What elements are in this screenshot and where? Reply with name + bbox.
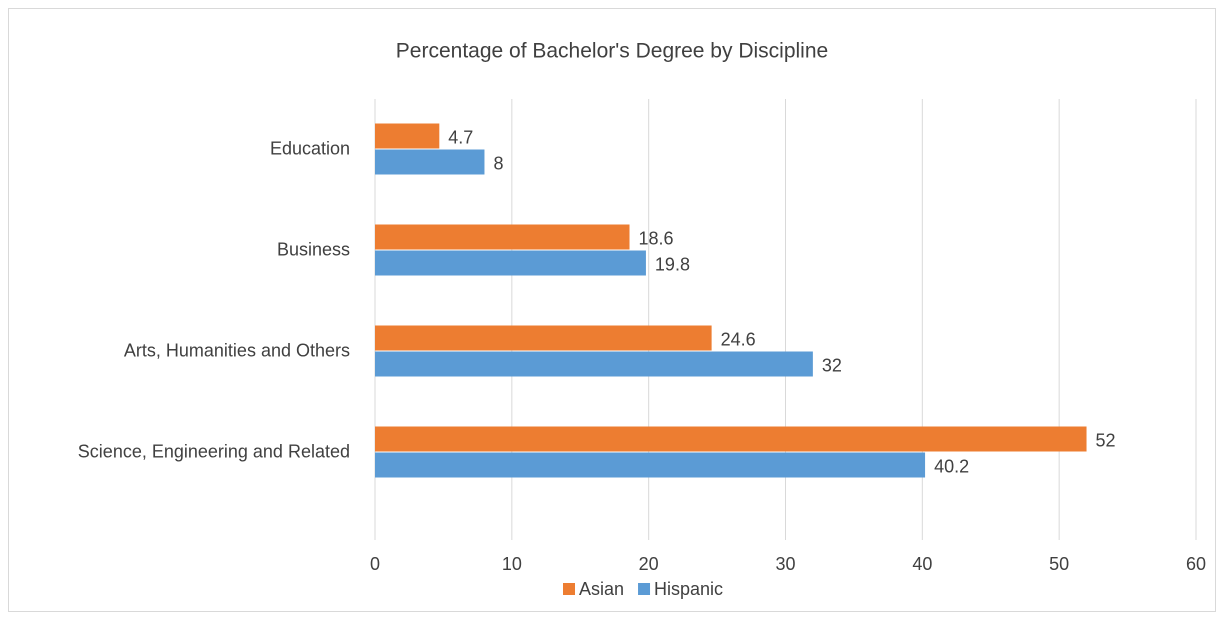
value-label: 4.7 (448, 127, 473, 147)
x-tick-label: 20 (639, 554, 659, 574)
x-tick-label: 0 (370, 554, 380, 574)
x-tick-label: 50 (1049, 554, 1069, 574)
value-label: 19.8 (655, 254, 690, 274)
y-tick-label: Business (277, 239, 350, 259)
x-tick-label: 60 (1186, 554, 1206, 574)
value-label: 52 (1096, 430, 1116, 450)
x-tick-label: 30 (775, 554, 795, 574)
bar (375, 149, 485, 175)
x-tick-label: 10 (502, 554, 522, 574)
bar (375, 123, 440, 149)
y-tick-label: Arts, Humanities and Others (124, 340, 350, 360)
x-tick-label: 40 (912, 554, 932, 574)
legend-label: Asian (579, 579, 624, 599)
legend-swatch (638, 583, 651, 595)
legend-label: Hispanic (654, 579, 723, 599)
bar (375, 351, 813, 377)
bar (375, 325, 712, 351)
value-label: 32 (822, 355, 842, 375)
bar (375, 452, 926, 478)
chart-title: Percentage of Bachelor's Degree by Disci… (396, 40, 828, 63)
y-tick-label: Education (270, 138, 350, 158)
bar (375, 250, 646, 276)
bar (375, 426, 1087, 452)
legend-swatch (563, 583, 575, 595)
value-label: 18.6 (639, 228, 674, 248)
bar (375, 224, 630, 250)
chart-frame (8, 8, 1216, 612)
value-label: 24.6 (721, 329, 756, 349)
value-label: 40.2 (934, 456, 969, 476)
value-label: 8 (493, 153, 503, 173)
y-tick-label: Science, Engineering and Related (78, 441, 350, 461)
